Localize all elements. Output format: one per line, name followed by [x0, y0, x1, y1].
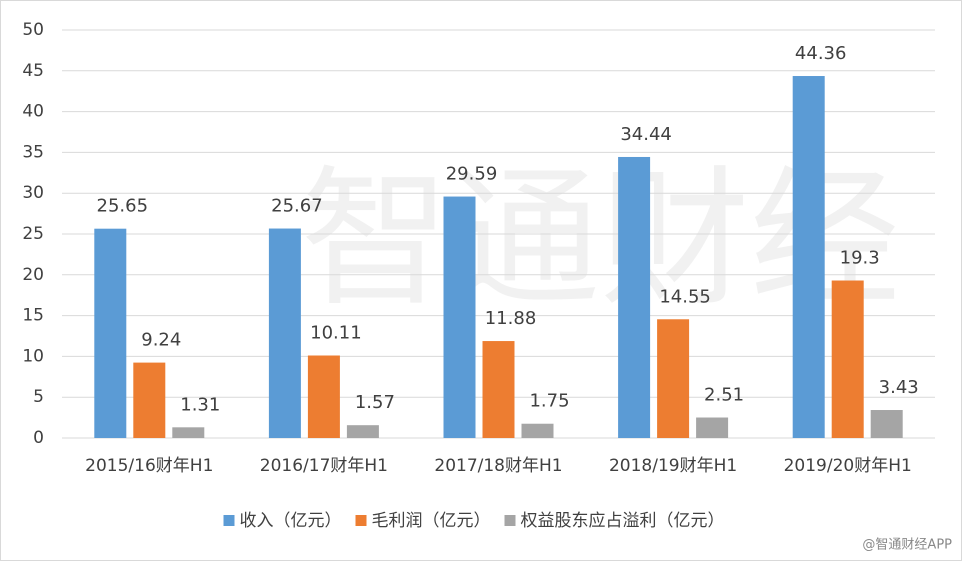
- data-label: 1.31: [180, 394, 220, 415]
- data-label: 34.44: [620, 124, 672, 145]
- data-label: 44.36: [795, 43, 847, 64]
- y-tick-label: 10: [22, 346, 44, 366]
- legend-label: 毛利润（亿元）: [372, 511, 491, 531]
- data-label: 11.88: [485, 308, 537, 329]
- data-label: 19.3: [840, 248, 880, 269]
- x-tick-label: 2019/20财年H1: [784, 456, 912, 476]
- legend-swatch: [223, 515, 235, 526]
- bar: [657, 319, 690, 438]
- bar: [268, 228, 301, 438]
- y-tick-label: 25: [22, 224, 44, 244]
- y-tick-label: 15: [22, 306, 44, 326]
- bar: [482, 341, 515, 438]
- bar: [443, 196, 476, 438]
- y-tick-label: 5: [33, 387, 44, 407]
- data-label: 25.67: [271, 196, 323, 217]
- bar: [618, 156, 651, 438]
- data-label: 1.57: [355, 392, 395, 413]
- data-label: 14.55: [659, 286, 711, 307]
- data-label: 29.59: [446, 164, 498, 185]
- data-label: 2.51: [704, 385, 744, 406]
- bar: [696, 417, 729, 438]
- bar: [346, 425, 379, 438]
- legend-label: 收入（亿元）: [240, 511, 342, 531]
- bar: [133, 362, 166, 438]
- bar: [792, 76, 825, 438]
- bar: [94, 228, 127, 438]
- y-tick-label: 20: [22, 265, 44, 285]
- y-tick-label: 45: [22, 61, 44, 81]
- x-tick-label: 2018/19财年H1: [609, 456, 737, 476]
- bar: [307, 355, 340, 438]
- x-tick-label: 2017/18财年H1: [434, 456, 562, 476]
- data-label: 25.65: [97, 196, 149, 217]
- y-tick-label: 30: [22, 183, 44, 203]
- y-tick-label: 50: [22, 20, 44, 40]
- x-tick-label: 2016/17财年H1: [260, 456, 388, 476]
- source-label: @智通财经APP: [862, 538, 952, 553]
- bar: [870, 410, 903, 438]
- y-tick-label: 35: [22, 142, 44, 162]
- y-tick-label: 40: [22, 102, 44, 122]
- legend-swatch: [504, 515, 516, 526]
- y-tick-label: 0: [33, 428, 44, 448]
- data-label: 9.24: [141, 330, 181, 351]
- x-tick-label: 2015/16财年H1: [85, 456, 213, 476]
- data-label: 1.75: [529, 391, 569, 412]
- bar: [521, 423, 554, 438]
- legend-label: 权益股东应占溢利（亿元）: [521, 511, 725, 531]
- bar: [172, 427, 205, 438]
- bar: [831, 280, 864, 438]
- data-label: 10.11: [310, 323, 362, 344]
- data-label: 3.43: [879, 377, 919, 398]
- legend-swatch: [355, 515, 367, 526]
